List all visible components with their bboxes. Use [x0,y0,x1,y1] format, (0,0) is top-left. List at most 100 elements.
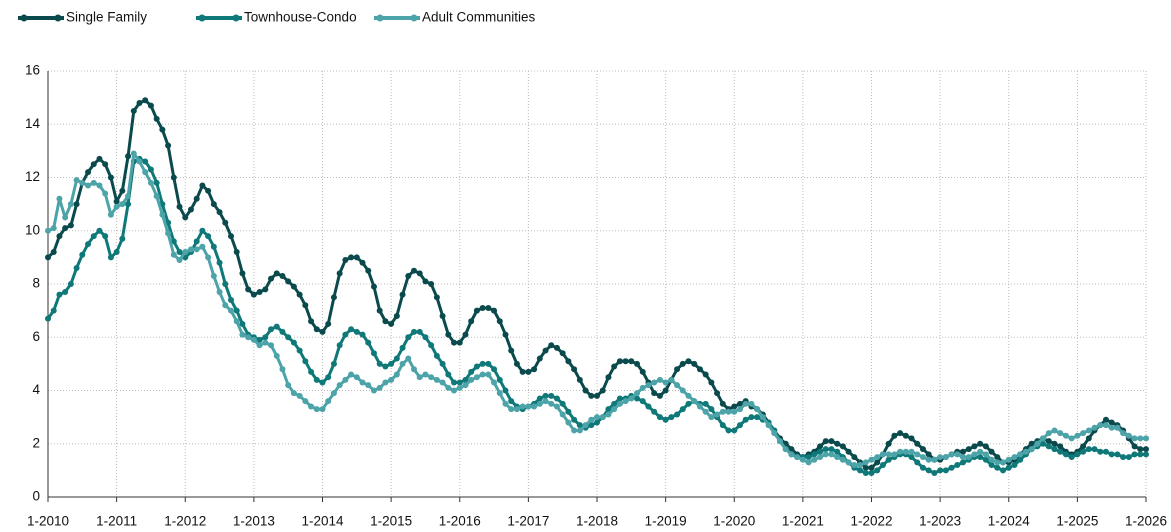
point [370,387,377,394]
point [473,374,480,381]
point [336,382,343,389]
point [496,390,503,397]
point [159,126,166,133]
point [399,344,406,351]
point [794,454,801,461]
point [754,414,761,421]
point [479,371,486,378]
point [468,376,475,383]
point [96,182,103,189]
point [994,454,1001,461]
point [273,270,280,277]
point [925,456,932,463]
point [931,456,938,463]
point [885,440,892,447]
legend-label: Adult Communities [422,10,536,25]
point [250,291,257,298]
point [651,408,658,415]
point [62,288,69,295]
point [296,392,303,399]
point [113,249,120,256]
point [433,376,440,383]
point [908,435,915,442]
point [828,438,835,445]
point [914,440,921,447]
point [119,235,126,242]
point [736,406,743,413]
point [696,366,703,373]
point [468,368,475,375]
y-tick-label: 6 [32,329,40,344]
point [411,267,417,274]
x-tick-label: 1-2019 [645,514,687,529]
point [502,387,509,394]
point [594,392,600,399]
point [599,414,606,421]
point [696,403,703,410]
point [828,451,835,458]
point [411,328,417,335]
point [679,360,686,367]
point [977,448,984,455]
point [937,454,944,461]
point [708,414,715,421]
point [222,281,229,287]
point [702,400,709,407]
point [679,406,686,413]
point [908,454,915,461]
point [605,411,612,418]
point [834,440,841,447]
point [50,307,57,314]
point [382,363,389,370]
point [491,379,498,386]
point [885,451,892,458]
point [1062,432,1069,439]
point [565,419,572,426]
point [119,187,126,194]
point [1108,451,1115,458]
point [902,432,909,439]
point [325,374,332,381]
point [325,398,332,405]
point [1045,443,1052,450]
point [925,467,932,474]
point [433,352,440,359]
point [330,390,337,397]
point [1068,435,1075,442]
point [622,358,629,365]
point [942,467,949,474]
point [216,288,223,295]
point [445,331,452,338]
point [353,254,360,261]
point [668,414,675,421]
point [228,296,234,303]
point [519,403,526,410]
point [645,403,652,410]
point [1034,440,1041,447]
point [708,379,715,386]
point [685,400,692,407]
point [919,454,926,461]
point [428,374,435,381]
point [582,387,589,394]
point [279,366,286,373]
point [445,384,452,391]
point [1022,448,1029,455]
point [491,366,498,373]
point [439,360,446,367]
point [960,454,966,461]
legend-marker [20,14,28,22]
point [1005,456,1012,463]
point [153,179,160,186]
point [96,227,103,234]
point [565,408,572,415]
legend-marker [54,14,62,22]
point [1085,446,1092,453]
point [416,374,423,381]
point [107,211,114,218]
point [594,414,600,421]
point [839,456,846,463]
point [1011,462,1018,469]
legend-marker [410,14,418,22]
point [496,318,503,325]
